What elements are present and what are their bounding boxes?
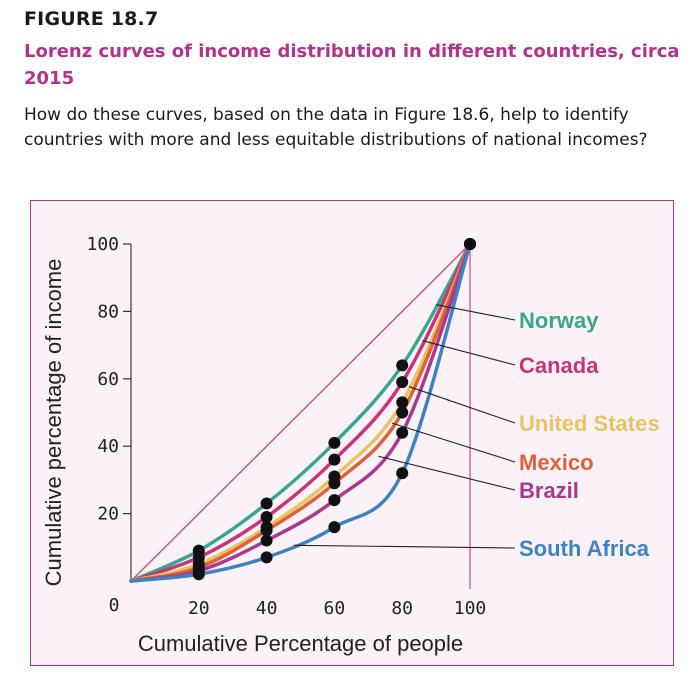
y-tick-label: 20 bbox=[97, 504, 119, 525]
data-point-brazil bbox=[260, 534, 273, 547]
leader-line-south-africa bbox=[293, 544, 516, 549]
chart-panel: 20 40 60 80 100 20 40 60 80 100 0 Cumulative Percen… bbox=[30, 200, 674, 666]
legend-label-mexico: Mexico bbox=[519, 450, 594, 475]
legend-label-canada: Canada bbox=[519, 353, 599, 378]
figure-title: Lorenz curves of income distribution in … bbox=[24, 41, 680, 89]
data-point-mexico bbox=[260, 524, 273, 537]
data-point-mexico bbox=[396, 406, 409, 419]
data-point-norway bbox=[260, 497, 273, 510]
figure-label: FIGURE 18.7 bbox=[24, 8, 159, 30]
x-axis-title: Cumulative Percentage of people bbox=[138, 631, 463, 656]
data-point-south-africa bbox=[396, 467, 409, 480]
legend-label-norway: Norway bbox=[519, 308, 599, 333]
data-point-south-africa bbox=[464, 238, 476, 250]
legend-label-brazil: Brazil bbox=[519, 478, 579, 503]
data-point-south-africa bbox=[260, 551, 273, 564]
data-point-united-states bbox=[396, 396, 409, 409]
y-tick-label: 80 bbox=[97, 301, 119, 322]
data-point-mexico bbox=[328, 477, 341, 490]
data-point-canada bbox=[328, 453, 341, 466]
data-point-canada bbox=[396, 376, 409, 389]
x-tick-label: 80 bbox=[391, 598, 413, 619]
y-tick-label: 40 bbox=[97, 436, 119, 457]
x-tick-label: 40 bbox=[256, 598, 278, 619]
leader-line-canada bbox=[422, 340, 516, 366]
legend-label-united-states: United States bbox=[519, 411, 660, 436]
y-tick-label: 60 bbox=[97, 369, 119, 390]
x-tick-label: 100 bbox=[454, 598, 487, 619]
leader-line-united-states bbox=[408, 386, 516, 424]
data-point-south-africa bbox=[328, 521, 341, 534]
lorenz-chart: 20 40 60 80 100 20 40 60 80 100 0 Cumulative Percen… bbox=[41, 234, 660, 656]
leader-line-brazil bbox=[378, 455, 516, 491]
data-point-canada bbox=[260, 510, 273, 523]
data-point-norway bbox=[396, 359, 409, 372]
figure-question: How do these curves, based on the data i… bbox=[24, 105, 648, 150]
y-axis-title: Cumulative percentage of income bbox=[41, 259, 66, 587]
leader-line-mexico bbox=[391, 422, 516, 463]
data-point-brazil bbox=[396, 426, 409, 439]
y-tick-label: 100 bbox=[86, 234, 119, 255]
legend-label-south-africa: South Africa bbox=[519, 536, 650, 561]
equality-line bbox=[130, 243, 471, 582]
data-point-south-africa bbox=[192, 568, 205, 581]
leader-line-norway bbox=[435, 304, 516, 321]
x-tick-label: 60 bbox=[324, 598, 346, 619]
x-tick-label: 20 bbox=[188, 598, 210, 619]
data-point-norway bbox=[328, 436, 341, 449]
origin-label: 0 bbox=[109, 595, 120, 616]
data-point-brazil bbox=[328, 494, 341, 507]
